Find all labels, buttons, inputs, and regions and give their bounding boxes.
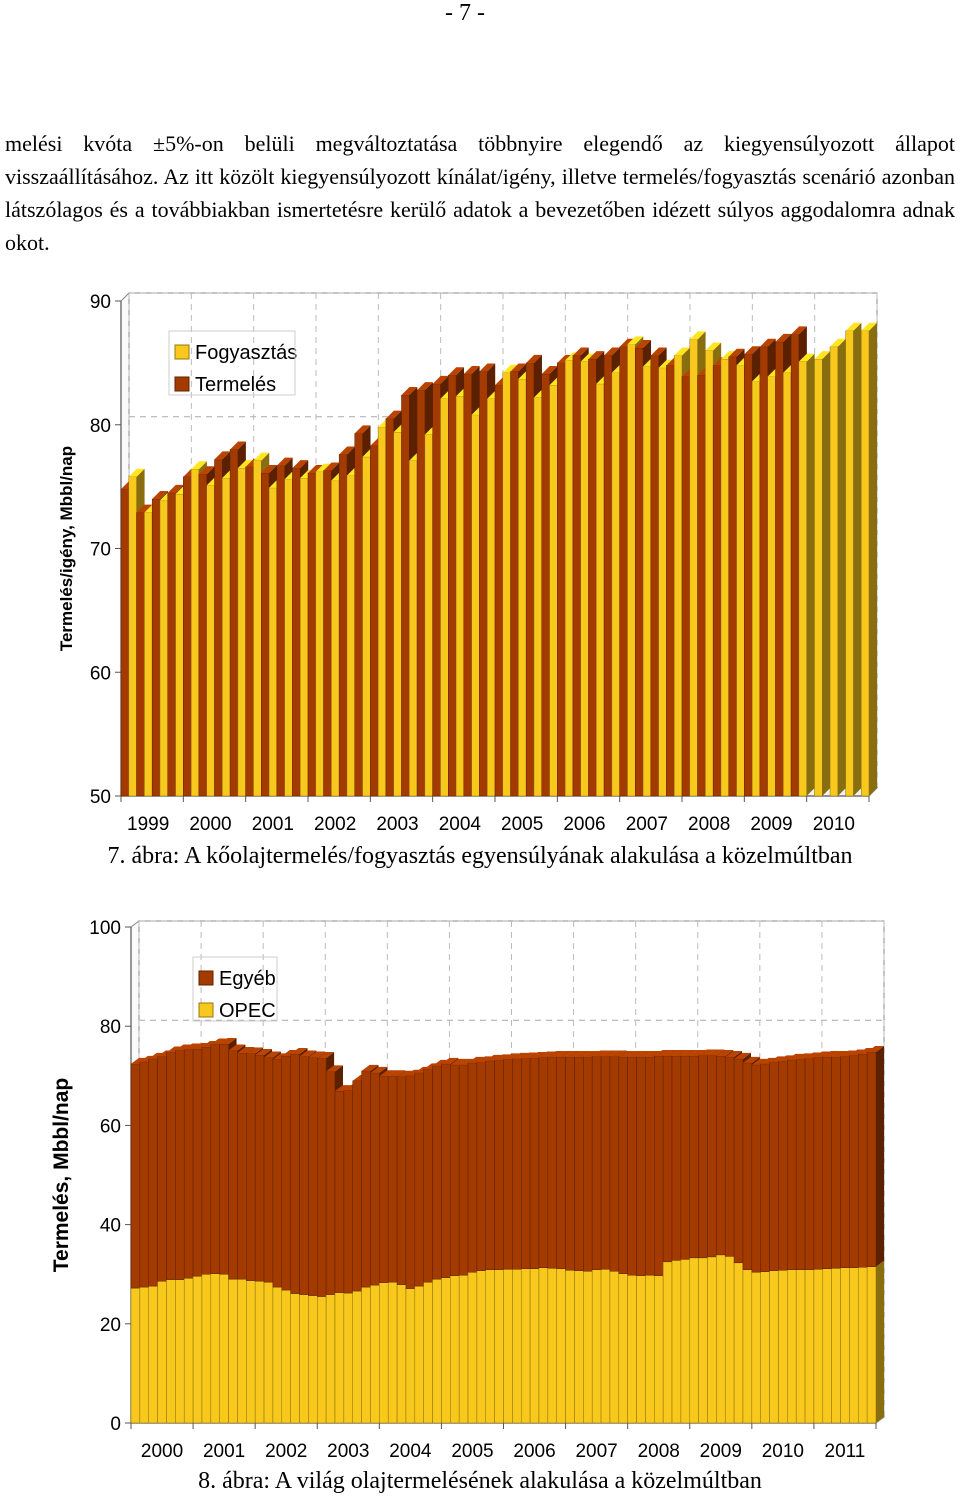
x-tick-label: 2002 bbox=[314, 814, 356, 835]
bar-egyéb bbox=[866, 1045, 884, 1268]
legend-swatch-opec bbox=[198, 1002, 214, 1018]
y-tick-label: 0 bbox=[110, 1414, 121, 1435]
y-tick-label: 100 bbox=[89, 918, 121, 939]
chart-world-oil-production: 0 20 40 60 80 100 2000 2001 2002 2003 2004 2005 2006… bbox=[50, 918, 886, 1462]
legend-swatch-egyéb bbox=[198, 970, 214, 986]
x-tick-label: 2005 bbox=[501, 814, 543, 835]
x-tick-label: 2010 bbox=[813, 814, 855, 835]
legend-label-opec: OPEC bbox=[219, 1000, 276, 1022]
chart-production-consumption: 50 60 70 80 90 1999 2000 2001 2002 2003 2004 2005 20… bbox=[57, 291, 879, 835]
y-tick-label: 40 bbox=[100, 1216, 121, 1237]
y-tick-label: 20 bbox=[100, 1315, 121, 1336]
x-tick-label: 2007 bbox=[575, 1441, 617, 1462]
x-tick-label: 2000 bbox=[189, 814, 231, 835]
x-tick-label: 2010 bbox=[762, 1441, 804, 1462]
x-tick-label: 2009 bbox=[750, 814, 792, 835]
x-tick-label: 2006 bbox=[513, 1441, 555, 1462]
figure-8-caption: 8. ábra: A világ olajtermelésének alakul… bbox=[198, 1468, 762, 1494]
legend-box bbox=[192, 956, 278, 1022]
x-tick-label: 2009 bbox=[700, 1441, 742, 1462]
x-tick-label: 2005 bbox=[451, 1441, 493, 1462]
x-tick-label: 2003 bbox=[327, 1441, 369, 1462]
x-tick-label: 2008 bbox=[638, 1441, 680, 1462]
x-tick-label: 2006 bbox=[563, 814, 605, 835]
bar-fogyasztás bbox=[829, 338, 846, 797]
y-tick-label: 70 bbox=[90, 540, 111, 561]
x-tick-label: 2004 bbox=[439, 814, 482, 835]
legend-swatch-fogyasztás bbox=[174, 344, 190, 360]
x-tick-label: 2000 bbox=[141, 1441, 183, 1462]
y-axis-label: Termelés, Mbbl/nap bbox=[50, 1078, 73, 1273]
figure-7-caption: 7. ábra: A kőolajtermelés/fogyasztás egy… bbox=[107, 843, 853, 869]
legend-label-fogyasztás: Fogyasztás bbox=[195, 342, 297, 364]
x-tick-label: 1999 bbox=[127, 814, 169, 835]
bar-opec bbox=[866, 1260, 884, 1424]
bar-fogyasztás bbox=[814, 351, 831, 797]
x-tick-label: 2002 bbox=[265, 1441, 307, 1462]
x-tick-label: 2001 bbox=[252, 814, 294, 835]
page-number: - 7 - bbox=[445, 0, 485, 26]
bar-fogyasztás bbox=[860, 322, 877, 797]
legend-label-termelés: Termelés bbox=[195, 374, 276, 396]
x-tick-label: 2011 bbox=[825, 1441, 866, 1462]
x-tick-label: 2004 bbox=[389, 1441, 432, 1462]
y-axis-label: Termelés/igény, Mbbl/nap bbox=[57, 446, 76, 651]
x-tick-label: 2003 bbox=[376, 814, 418, 835]
y-tick-label: 80 bbox=[100, 1017, 121, 1038]
x-tick-label: 2001 bbox=[203, 1441, 245, 1462]
y-tick-label: 80 bbox=[90, 416, 111, 437]
y-tick-label: 60 bbox=[90, 663, 111, 684]
body-paragraph: melési kvóta ±5%-on belüli megváltoztatá… bbox=[5, 131, 955, 255]
bar-fogyasztás bbox=[798, 353, 815, 797]
legend-box bbox=[168, 330, 296, 396]
y-tick-label: 60 bbox=[100, 1116, 121, 1137]
x-tick-label: 2008 bbox=[688, 814, 730, 835]
x-tick-label: 2007 bbox=[626, 814, 668, 835]
y-tick-label: 50 bbox=[90, 787, 111, 808]
legend-swatch-termelés bbox=[174, 376, 190, 392]
legend-label-egyéb: Egyéb bbox=[219, 968, 276, 990]
bar-fogyasztás bbox=[845, 322, 862, 797]
y-tick-label: 90 bbox=[90, 292, 111, 313]
